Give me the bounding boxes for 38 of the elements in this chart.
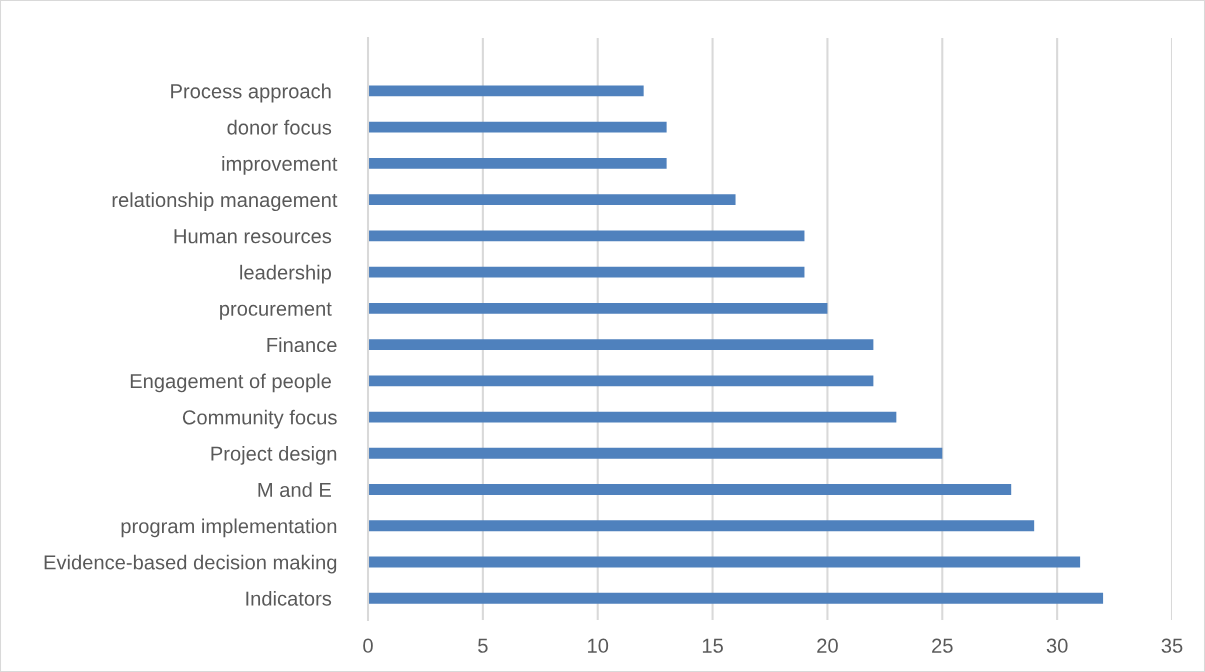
bar [368,592,1104,604]
y-tick-label: Evidence-based decision making [44,554,337,574]
y-tick-label: leadership [240,264,332,284]
y-tick-label: procurement [220,302,332,320]
bar [368,85,644,97]
bar [368,520,1035,532]
x-tick-label: 15 [702,638,723,653]
bar [368,121,667,133]
bar [368,375,874,387]
bar [368,302,828,314]
x-tick-label: 20 [817,638,838,653]
y-tick-label: Indicators [246,590,332,606]
x-tick-label: 5 [478,638,488,653]
x-tick-label: 25 [932,638,953,653]
y-tick-label: M and E [258,482,331,498]
y-tick-label: program implementation [121,518,337,538]
bar [368,194,736,206]
x-tick-label: 10 [588,638,609,653]
bar [368,484,1012,495]
x-tick-label: 0 [363,638,373,653]
bar [368,266,805,278]
bar [368,556,1081,568]
y-tick-label: Project design [211,446,337,465]
y-tick-label: Finance [267,337,337,353]
bar [368,447,943,459]
bar [368,157,667,169]
bar [368,230,805,242]
y-tick-label: Process approach [171,83,331,103]
y-tick-label: Engagement of people [130,373,331,393]
bar [368,339,874,351]
bar [368,411,897,423]
y-tick-label: improvement [222,156,338,175]
x-tick-label: 30 [1046,638,1068,653]
x-tick-label: 35 [1161,638,1183,653]
y-tick-label: Community focus [182,409,337,429]
y-tick-label: Human resources [174,229,332,244]
y-tick-label: donor focus [227,119,332,135]
y-tick-label: relationship management [112,192,338,212]
